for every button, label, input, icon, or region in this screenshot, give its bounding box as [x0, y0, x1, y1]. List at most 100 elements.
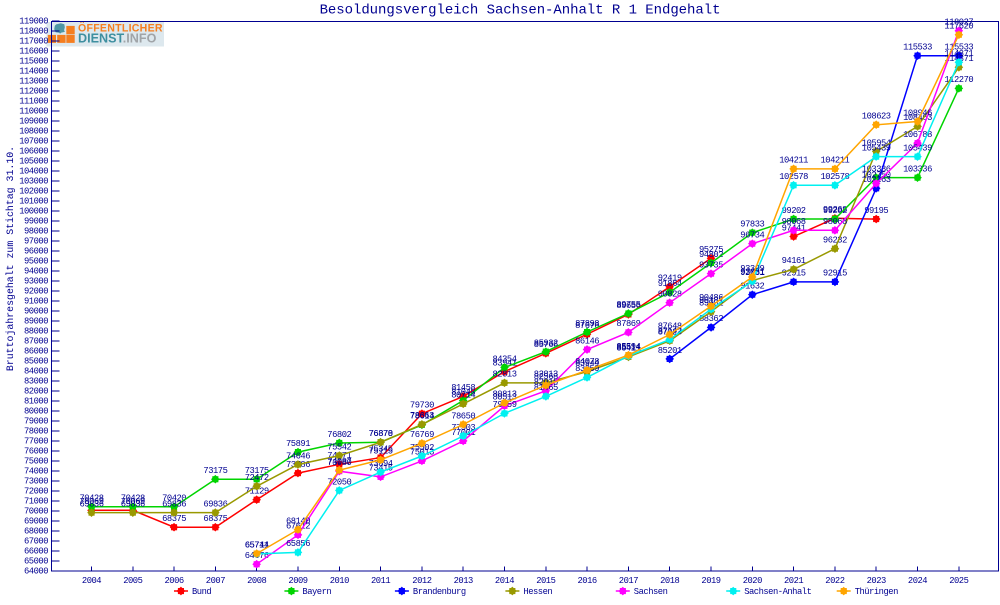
svg-text:70069: 70069 [121, 497, 145, 507]
svg-text:106000: 106000 [19, 147, 48, 157]
svg-text:113000: 113000 [19, 77, 48, 87]
svg-text:85201: 85201 [658, 346, 682, 356]
svg-text:85514: 85514 [616, 343, 640, 353]
svg-text:95000: 95000 [24, 257, 48, 267]
svg-text:2016: 2016 [577, 576, 596, 586]
svg-text:97000: 97000 [24, 237, 48, 247]
svg-text:85932: 85932 [534, 339, 558, 349]
svg-text:118000: 118000 [19, 27, 48, 37]
svg-text:98068: 98068 [823, 217, 847, 227]
svg-text:76000: 76000 [24, 447, 48, 457]
svg-text:2010: 2010 [330, 576, 349, 586]
svg-text:70428: 70428 [80, 494, 104, 504]
svg-text:67000: 67000 [24, 537, 48, 547]
svg-text:93735: 93735 [699, 260, 723, 270]
svg-text:87898: 87898 [575, 319, 599, 329]
svg-text:2007: 2007 [206, 576, 225, 586]
svg-text:103000: 103000 [19, 177, 48, 187]
svg-text:90828: 90828 [658, 290, 682, 300]
svg-text:65856: 65856 [286, 539, 310, 549]
svg-text:82813: 82813 [493, 370, 517, 380]
svg-text:91864: 91864 [658, 279, 682, 289]
svg-text:117620: 117620 [944, 22, 973, 32]
svg-text:Bayern: Bayern [302, 587, 331, 597]
svg-text:70428: 70428 [121, 494, 145, 504]
svg-text:78614: 78614 [410, 412, 434, 422]
svg-text:85766: 85766 [534, 340, 558, 350]
svg-text:73894: 73894 [369, 459, 393, 469]
svg-text:93000: 93000 [24, 277, 48, 287]
svg-text:68375: 68375 [203, 514, 227, 524]
svg-text:71000: 71000 [24, 497, 48, 507]
svg-text:80714: 80714 [451, 391, 475, 401]
svg-text:Hessen: Hessen [523, 587, 552, 597]
svg-text:110000: 110000 [19, 107, 48, 117]
svg-text:75000: 75000 [24, 457, 48, 467]
svg-text:2022: 2022 [825, 576, 844, 586]
svg-text:114000: 114000 [19, 67, 48, 77]
svg-text:112000: 112000 [19, 87, 48, 97]
svg-text:76870: 76870 [369, 429, 393, 439]
svg-text:79000: 79000 [24, 417, 48, 427]
svg-text:105000: 105000 [19, 157, 48, 167]
svg-text:80513: 80513 [493, 393, 517, 403]
svg-text:99000: 99000 [24, 217, 48, 227]
svg-text:2004: 2004 [82, 576, 101, 586]
svg-text:84078: 84078 [575, 357, 599, 367]
svg-text:73175: 73175 [245, 466, 269, 476]
svg-text:84354: 84354 [493, 354, 517, 364]
svg-text:75502: 75502 [410, 443, 434, 453]
svg-text:111000: 111000 [19, 97, 48, 107]
svg-text:2009: 2009 [288, 576, 307, 586]
svg-text:89755: 89755 [616, 300, 640, 310]
svg-text:86146: 86146 [575, 336, 599, 346]
svg-text:72000: 72000 [24, 487, 48, 497]
svg-text:2013: 2013 [454, 576, 473, 586]
svg-text:64000: 64000 [24, 567, 48, 577]
svg-text:2020: 2020 [743, 576, 762, 586]
svg-text:72472: 72472 [245, 473, 269, 483]
svg-text:83941: 83941 [493, 358, 517, 368]
svg-text:99268: 99268 [823, 205, 847, 215]
svg-text:Thüringen: Thüringen [855, 587, 898, 597]
svg-text:77000: 77000 [24, 437, 48, 447]
svg-text:Bruttojahresgehalt zum Stichta: Bruttojahresgehalt zum Stichtag 31.10. [5, 146, 16, 371]
svg-text:85411: 85411 [616, 344, 640, 354]
svg-text:2006: 2006 [164, 576, 183, 586]
svg-text:87000: 87000 [24, 337, 48, 347]
svg-text:94802: 94802 [699, 250, 723, 260]
svg-text:70420: 70420 [162, 494, 186, 504]
svg-text:2005: 2005 [123, 576, 142, 586]
svg-text:115533: 115533 [944, 43, 973, 53]
svg-text:108623: 108623 [862, 112, 891, 122]
svg-text:92915: 92915 [823, 269, 847, 279]
svg-text:103336: 103336 [903, 164, 932, 174]
svg-text:93051: 93051 [740, 267, 764, 277]
svg-text:2019: 2019 [701, 576, 720, 586]
svg-text:115000: 115000 [19, 57, 48, 67]
svg-text:65711: 65711 [245, 541, 269, 551]
svg-text:73175: 73175 [203, 466, 227, 476]
svg-text:89656: 89656 [616, 301, 640, 311]
svg-text:2025: 2025 [949, 576, 968, 586]
svg-text:74000: 74000 [24, 467, 48, 477]
svg-text:76802: 76802 [327, 430, 351, 440]
svg-text:73980: 73980 [327, 458, 351, 468]
svg-text:105439: 105439 [862, 143, 891, 153]
svg-text:75115: 75115 [369, 447, 393, 457]
svg-text:87676: 87676 [575, 321, 599, 331]
svg-text:70000: 70000 [24, 507, 48, 517]
svg-text:105439: 105439 [903, 143, 932, 153]
svg-text:90181: 90181 [699, 296, 723, 306]
svg-text:2012: 2012 [412, 576, 431, 586]
svg-text:97833: 97833 [740, 220, 764, 230]
svg-text:Brandenburg: Brandenburg [413, 587, 466, 597]
svg-text:87869: 87869 [616, 319, 640, 329]
svg-text:85000: 85000 [24, 357, 48, 367]
svg-text:92915: 92915 [782, 269, 806, 279]
svg-text:91632: 91632 [740, 282, 764, 292]
svg-text:119000: 119000 [19, 17, 48, 27]
svg-text:114871: 114871 [944, 49, 973, 59]
svg-text:65744: 65744 [245, 540, 269, 550]
svg-text:82813: 82813 [534, 370, 558, 380]
